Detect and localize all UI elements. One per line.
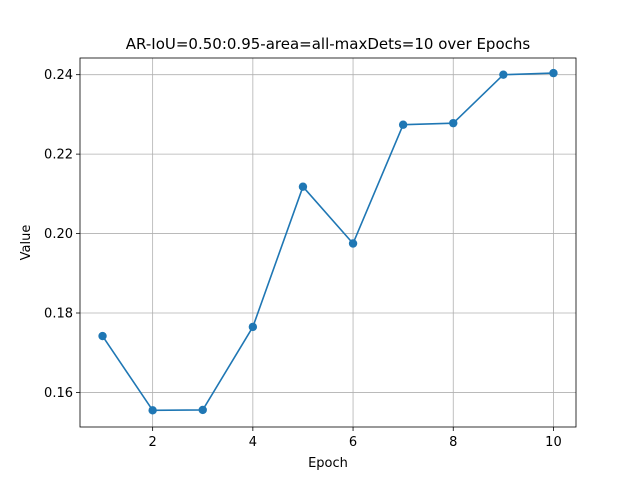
data-point bbox=[148, 406, 157, 415]
data-point bbox=[298, 182, 308, 191]
y-tick-label: 0.22 bbox=[44, 148, 73, 163]
data-point bbox=[98, 331, 107, 341]
chart-title: AR-IoU=0.50:0.95-area=all-maxDets=10 ove… bbox=[126, 35, 531, 53]
y-tick-label: 0.20 bbox=[44, 227, 73, 242]
x-axis-label: Epoch bbox=[308, 456, 348, 471]
series-layer bbox=[98, 68, 558, 415]
plot-area-frame bbox=[79, 57, 577, 428]
x-tick-label: 10 bbox=[545, 435, 562, 450]
grid-lines bbox=[80, 58, 576, 427]
data-point bbox=[348, 239, 358, 248]
series-line bbox=[101, 72, 554, 412]
data-point bbox=[449, 118, 458, 128]
x-tick-label: 2 bbox=[149, 435, 157, 450]
y-tick-label: 0.24 bbox=[44, 68, 73, 83]
y-tick-label: 0.18 bbox=[44, 307, 73, 322]
x-tick-label: 8 bbox=[449, 435, 457, 450]
data-point bbox=[499, 70, 508, 79]
data-point bbox=[198, 405, 207, 415]
y-tick-label: 0.16 bbox=[44, 386, 73, 401]
data-point bbox=[398, 120, 408, 129]
x-tick-label: 4 bbox=[249, 435, 257, 450]
x-tick-label: 6 bbox=[349, 435, 357, 450]
y-axis-label: Value bbox=[19, 225, 34, 261]
data-point bbox=[248, 322, 258, 332]
axis-ticks: 2 4 6 8 10 0.16 0.18 0.20 0.22 0.24 bbox=[44, 68, 562, 450]
data-point bbox=[549, 68, 558, 78]
